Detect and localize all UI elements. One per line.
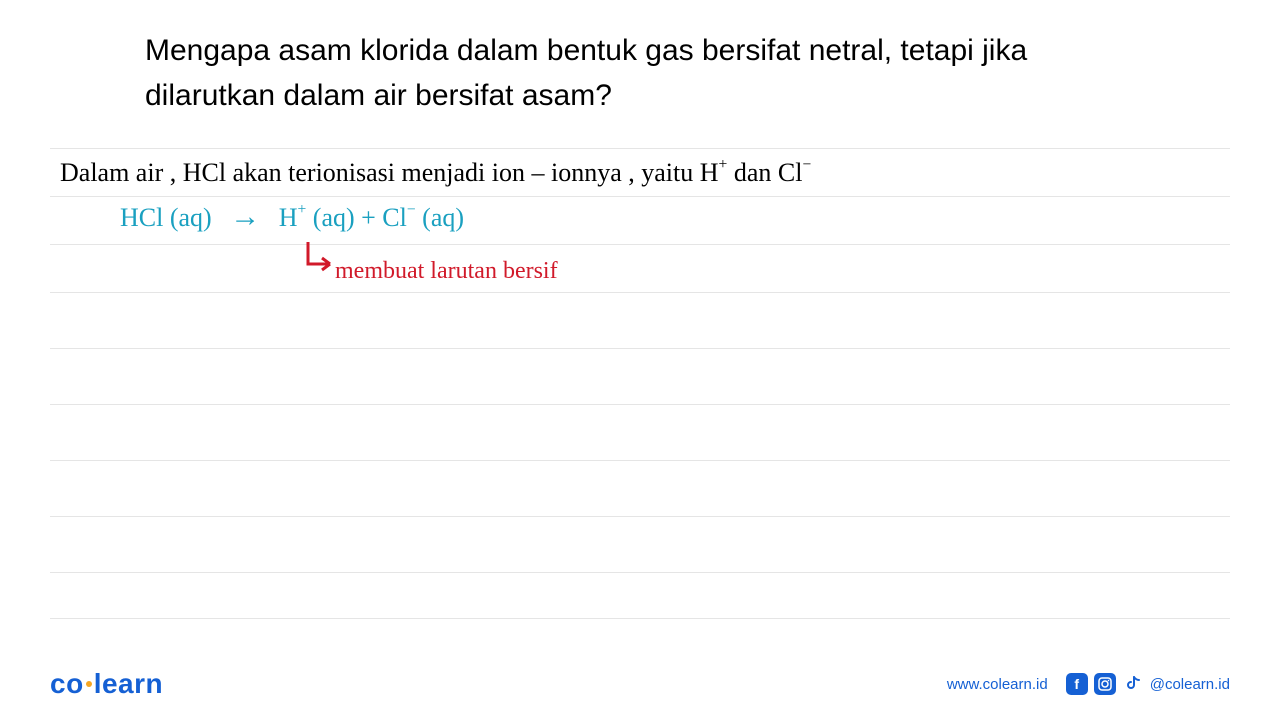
footer: colearn www.colearn.id f @colearn.id (50, 668, 1230, 700)
logo-dot-icon (86, 681, 92, 687)
hw1-prefix: Dalam air , HCl akan terionisasi menjadi… (60, 158, 719, 187)
social-handle[interactable]: @colearn.id (1150, 676, 1230, 693)
social-icons: f @colearn.id (1066, 673, 1230, 695)
question-text: Mengapa asam klorida dalam bentuk gas be… (145, 28, 1135, 118)
footer-right: www.colearn.id f @colearn.id (947, 673, 1230, 695)
hw2-arrow: → (230, 200, 260, 233)
ruled-line (50, 196, 1230, 197)
hw1-sup2: − (802, 156, 811, 173)
hw2-haq: (aq) + Cl (306, 203, 407, 232)
hw1-mid: dan Cl (727, 158, 802, 187)
ruled-line (50, 404, 1230, 405)
hw2-hsup: + (297, 201, 306, 218)
handwriting-line-2: HCl (aq) → H+ (aq) + Cl− (aq) (120, 200, 464, 234)
ruled-line (50, 618, 1230, 619)
ruled-line (50, 516, 1230, 517)
ruled-line (50, 292, 1230, 293)
logo-co: co (50, 668, 84, 699)
brand-logo: colearn (50, 668, 163, 700)
ruled-line (50, 572, 1230, 573)
ruled-line (50, 460, 1230, 461)
hw3-text: membuat larutan bersif (335, 258, 558, 284)
handwriting-line-1: Dalam air , HCl akan terionisasi menjadi… (60, 158, 811, 188)
hw2-h: H (279, 203, 298, 232)
tiktok-icon[interactable] (1122, 673, 1144, 695)
bent-arrow-icon (300, 240, 340, 280)
hw1-sup1: + (719, 156, 728, 173)
hw2-claq: (aq) (416, 203, 464, 232)
logo-learn: learn (94, 668, 163, 699)
handwriting-line-3: membuat larutan bersif (335, 258, 558, 285)
ruled-line (50, 348, 1230, 349)
instagram-icon[interactable] (1094, 673, 1116, 695)
footer-url[interactable]: www.colearn.id (947, 676, 1048, 693)
ruled-line (50, 148, 1230, 149)
page-root: Mengapa asam klorida dalam bentuk gas be… (0, 0, 1280, 720)
hw2-clsup: − (407, 201, 416, 218)
facebook-icon[interactable]: f (1066, 673, 1088, 695)
hw2-hcl: HCl (aq) (120, 203, 212, 232)
ruled-line (50, 244, 1230, 245)
